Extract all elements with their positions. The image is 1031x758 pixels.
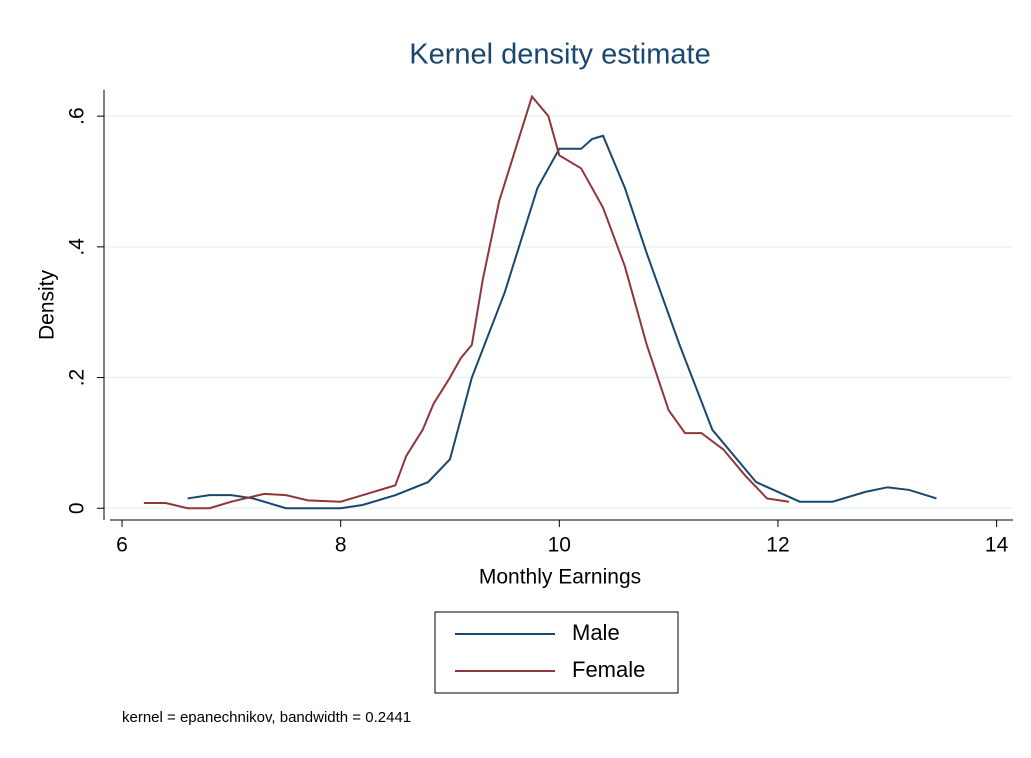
x-axis-label: Monthly Earnings [479,566,641,589]
x-tick-label: 6 [116,534,128,557]
x-tick-label: 14 [985,534,1009,557]
legend-box [434,611,679,694]
y-tick-label: .4 [66,238,89,256]
chart-title: Kernel density estimate [409,39,710,71]
x-tick-label: 8 [335,534,347,557]
y-tick-label: .6 [66,107,89,125]
y-tick-label: 0 [66,502,89,514]
y-tick-label: .2 [66,369,89,387]
y-axis-label: Density [36,269,59,340]
x-tick-label: 10 [548,534,571,557]
line [187,134,937,510]
line [143,94,790,510]
legend-label: Male [572,620,620,645]
note: kernel = epanechnikov, bandwidth = 0.244… [122,709,411,726]
x-tick-label: 12 [766,534,789,557]
legend-label: Female [572,657,645,682]
